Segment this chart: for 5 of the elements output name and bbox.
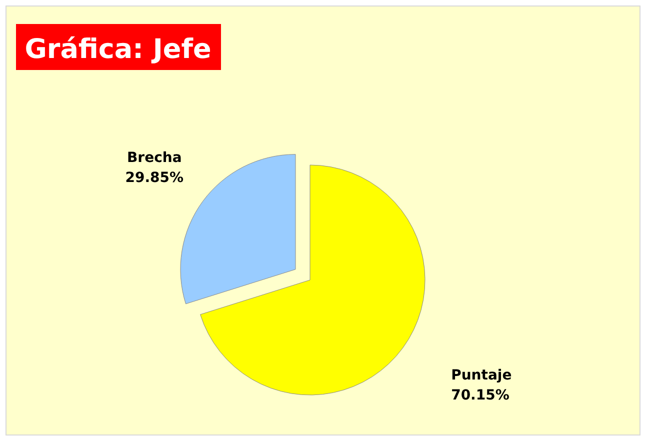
slice-label: Puntaje [451,368,512,384]
chart-title: Gráfica: Jefe [24,34,212,65]
data-label: 29.85% [125,170,184,186]
data-label: 70.15% [451,388,510,404]
slice-label: Brecha [127,150,182,166]
